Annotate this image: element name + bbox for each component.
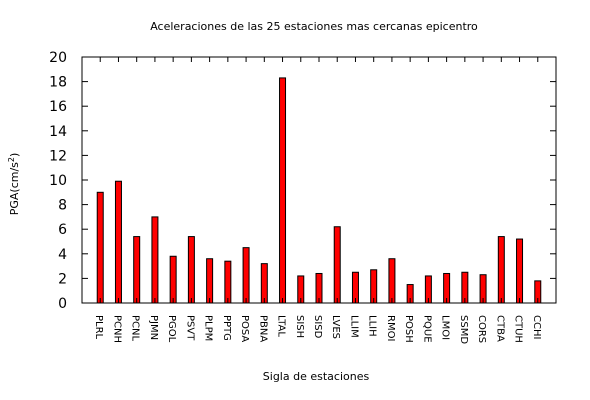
x-tick-label: LLIM [348,315,359,338]
y-tick-label: 2 [58,271,67,287]
bars-layer [96,77,542,304]
x-axis-label: Sigla de estaciones [263,370,370,383]
y-tick-label: 16 [49,99,67,115]
x-tick-label: PPTG [221,315,232,341]
bar-pjmn [151,216,159,304]
x-tick-label: CTBA [494,315,505,342]
x-tick-label: PLRL [93,315,104,340]
x-tick-label: POSA [239,315,250,342]
y-axis-label-superscript: 2 [7,157,16,162]
x-tick-label: PCNH [111,315,122,343]
bar-posa [242,247,250,304]
x-tick-label: LMOI [440,315,451,340]
bar-psvt [187,236,195,304]
x-tick-label: LVES [330,315,341,339]
bar-pgol [169,255,177,304]
bar-ctba [497,236,505,304]
y-tick-label: 0 [58,296,67,312]
x-tick-labels: PLRL PCNH PCNL PJMN PGOL PSVT PLPM PPTG POSA PBNA… [93,315,542,344]
y-tick-label: 6 [58,222,67,238]
x-tick-label: PLPM [203,315,214,341]
y-tick-labels: 0 2 4 6 8 10 12 14 16 18 20 [49,50,67,312]
x-tick-label: SISD [312,315,323,339]
bar-pcnl [133,236,141,304]
x-tick-label: SISH [294,315,305,338]
y-axis-label: PGA(cm/s2) [7,153,21,216]
x-tick-label: LLIH [367,315,378,337]
y-tick-label: 20 [49,50,67,66]
y-tick-label: 12 [49,148,67,164]
bar-pbna [260,263,268,304]
x-tick-label: PQUE [421,315,432,343]
bar-rmoi [388,258,396,304]
bar-pcnh [114,180,122,304]
x-tick-label: PGOL [166,315,177,343]
x-tick-label: CCHI [531,315,542,339]
bar-ltal [279,77,287,304]
y-tick-label: 10 [49,173,67,189]
bar-ctuh [516,238,524,304]
y-tick-label: 18 [49,75,67,91]
x-tick-label: SSMD [458,315,469,344]
x-tick-label: CORS [476,315,487,343]
x-tick-label: PSVT [184,315,195,341]
bar-plrl [96,191,104,304]
x-tick-label: CTUH [513,315,524,343]
x-tick-label: POSH [403,315,414,343]
y-tick-label: 8 [58,198,67,214]
bar-lves [333,226,341,304]
x-tick-label: PCNL [130,315,141,341]
x-tick-label: LTAL [276,315,287,337]
x-tick-label: PJMN [148,315,159,340]
axes-layer [81,56,557,304]
bar-plpm [206,258,214,304]
y-tick-label: 14 [49,124,67,140]
y-tick-label: 4 [58,247,67,263]
bar-pptg [224,260,232,304]
x-tick-label: PBNA [257,315,268,342]
x-tick-label: RMOI [385,315,396,341]
chart-title: Aceleraciones de las 25 estaciones mas c… [150,20,478,33]
